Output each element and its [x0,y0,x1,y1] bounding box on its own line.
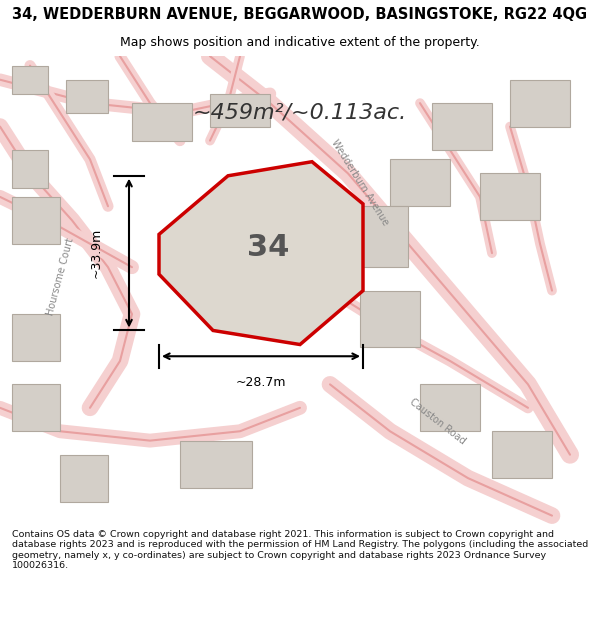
Polygon shape [210,94,270,126]
Polygon shape [12,314,60,361]
Text: 34: 34 [247,232,289,262]
Text: Causton Road: Causton Road [408,397,468,447]
Polygon shape [12,150,48,188]
Polygon shape [12,66,48,94]
Text: ~28.7m: ~28.7m [236,376,286,389]
Polygon shape [12,197,60,244]
Text: ~459m²/~0.113ac.: ~459m²/~0.113ac. [193,102,407,122]
Polygon shape [132,103,192,141]
Polygon shape [510,79,570,126]
Polygon shape [159,162,363,344]
Polygon shape [390,159,450,206]
Text: ~33.9m: ~33.9m [89,228,103,278]
Polygon shape [348,206,408,268]
Text: Map shows position and indicative extent of the property.: Map shows position and indicative extent… [120,36,480,49]
Text: 34, WEDDERBURN AVENUE, BEGGARWOOD, BASINGSTOKE, RG22 4QG: 34, WEDDERBURN AVENUE, BEGGARWOOD, BASIN… [13,6,587,21]
Polygon shape [360,291,420,347]
Polygon shape [420,384,480,431]
Polygon shape [432,103,492,150]
Polygon shape [60,455,108,501]
Polygon shape [66,79,108,112]
Text: Hoursome Court: Hoursome Court [45,237,75,316]
Text: Contains OS data © Crown copyright and database right 2021. This information is : Contains OS data © Crown copyright and d… [12,530,588,570]
Polygon shape [492,431,552,478]
Text: Wedderburn Avenue: Wedderburn Avenue [329,138,391,228]
Polygon shape [12,384,60,431]
Polygon shape [480,173,540,220]
Polygon shape [180,441,252,488]
